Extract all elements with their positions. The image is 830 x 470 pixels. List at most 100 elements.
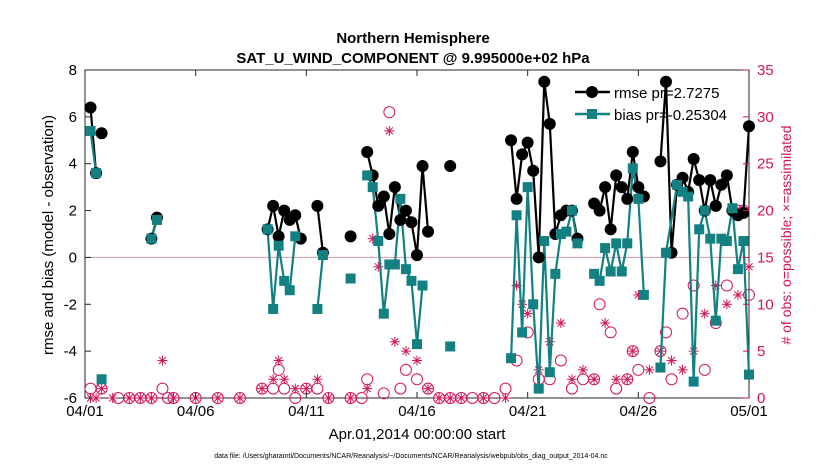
bias-point	[572, 238, 583, 249]
bias-point	[262, 224, 273, 235]
rmse-point	[372, 199, 385, 212]
obs-assimilated-point	[478, 393, 489, 403]
bias-point	[362, 170, 373, 181]
y2-tick-label: 0	[757, 390, 765, 407]
obs-possible-point	[720, 279, 733, 292]
obs-possible-point	[593, 298, 606, 311]
obs-possible-point	[687, 279, 700, 292]
bias-point	[96, 374, 107, 385]
bias-point	[633, 193, 644, 204]
x-tick-label: 04/26	[620, 403, 658, 420]
obs-possible-point	[322, 392, 335, 404]
obs-possible-point	[488, 392, 501, 404]
obs-possible-point	[394, 382, 407, 395]
obs-assimilated-point	[611, 374, 622, 385]
bias-point	[544, 367, 555, 378]
obs-assimilated-point	[312, 374, 323, 385]
rmse-point	[405, 216, 418, 229]
bias-point	[655, 362, 666, 373]
bias-point	[389, 259, 400, 270]
obs-assimilated-point	[91, 393, 102, 403]
bias-point	[705, 233, 716, 244]
legend: rmse pr=2.7275 bias pr=-0.25304	[575, 85, 727, 124]
obs-assimilated-point	[522, 308, 533, 319]
bias-point	[688, 376, 699, 387]
obs-assimilated-point	[389, 336, 400, 347]
rmse-point	[593, 204, 606, 217]
obs-assimilated-point	[566, 374, 577, 385]
obs-assimilated-point	[578, 364, 588, 375]
obs-assimilated-point	[555, 318, 566, 329]
obs-assimilated-point	[323, 393, 334, 403]
rmse-point	[715, 178, 728, 191]
obs-assimilated-point	[168, 393, 179, 403]
bias-point	[517, 327, 528, 338]
obs-assimilated-point	[445, 393, 456, 403]
bias-point	[522, 182, 533, 193]
bias-point	[721, 236, 732, 247]
bias-point	[699, 205, 710, 216]
y2-tick-label: 30	[757, 109, 774, 126]
bias-point	[727, 203, 738, 214]
obs-assimilated-point	[721, 299, 732, 310]
y-tick-label: 0	[69, 249, 77, 266]
bias-point	[732, 264, 743, 275]
bias-point	[738, 236, 749, 247]
bias-point	[661, 247, 671, 258]
obs-possible-point	[145, 392, 158, 404]
obs-possible-point	[626, 345, 639, 358]
bias-point	[511, 210, 522, 221]
bias-point	[378, 308, 389, 319]
bias-point	[683, 191, 694, 202]
obs-assimilated-point	[268, 374, 279, 385]
obs-assimilated-point	[273, 355, 284, 366]
y-tick-label: 2	[69, 203, 77, 220]
obs-assimilated-point	[257, 383, 268, 394]
obs-possible-point	[355, 392, 368, 404]
rmse-point	[543, 117, 556, 130]
rmse-point	[422, 225, 435, 238]
obs-possible-point	[233, 392, 246, 404]
footnote: data file: /Users/gharamti/Documents/NCA…	[214, 453, 608, 460]
rmse-point	[626, 146, 639, 158]
obs-assimilated-point	[423, 383, 434, 394]
bias-point	[716, 233, 727, 244]
rmse-point	[693, 174, 706, 187]
obs-assimilated-point	[345, 393, 356, 403]
bias-point	[400, 264, 411, 275]
obs-assimilated-point	[732, 289, 743, 300]
bias-point	[384, 259, 395, 270]
x-tick-label: 04/06	[177, 403, 215, 420]
obs-assimilated-stroke	[213, 394, 222, 402]
bias-point	[539, 236, 550, 247]
bias-point	[555, 229, 566, 239]
rmse-point	[610, 169, 623, 182]
bias-point	[146, 233, 157, 244]
obs-assimilated-stroke	[667, 356, 676, 365]
bias-point	[589, 268, 600, 279]
rmse-point	[311, 199, 324, 212]
obs-possible-point	[660, 326, 672, 339]
obs-assimilated-point	[644, 364, 655, 375]
bias-point	[528, 299, 539, 310]
y2-tick-label: 15	[757, 249, 774, 266]
y2-tick-label: 20	[757, 203, 774, 220]
obs-assimilated-stroke	[479, 394, 488, 402]
legend-rmse-marker	[586, 86, 598, 98]
rmse-point	[416, 160, 429, 173]
plot-area: 04/01 04/06 04/11 04/16 04/21 04/26 05/01 -6 -4 -…	[64, 62, 774, 420]
obs-assimilated-point	[589, 374, 600, 385]
bias-point	[566, 205, 577, 216]
bias-point	[672, 179, 683, 190]
rmse-point	[532, 251, 545, 264]
obs-possible-point	[422, 382, 435, 395]
obs-assimilated-stroke	[313, 375, 322, 384]
obs-assimilated-stroke	[158, 356, 167, 365]
rmse-point	[521, 136, 534, 149]
obs-possible-point	[743, 288, 755, 301]
y2-axis-label: # of obs: o=possible; ×=assimilated	[778, 125, 794, 344]
obs-assimilated-stroke	[446, 394, 455, 402]
bias-point	[616, 266, 627, 277]
obs-assimilated-point	[301, 383, 312, 394]
obs-possible-point	[167, 392, 180, 404]
